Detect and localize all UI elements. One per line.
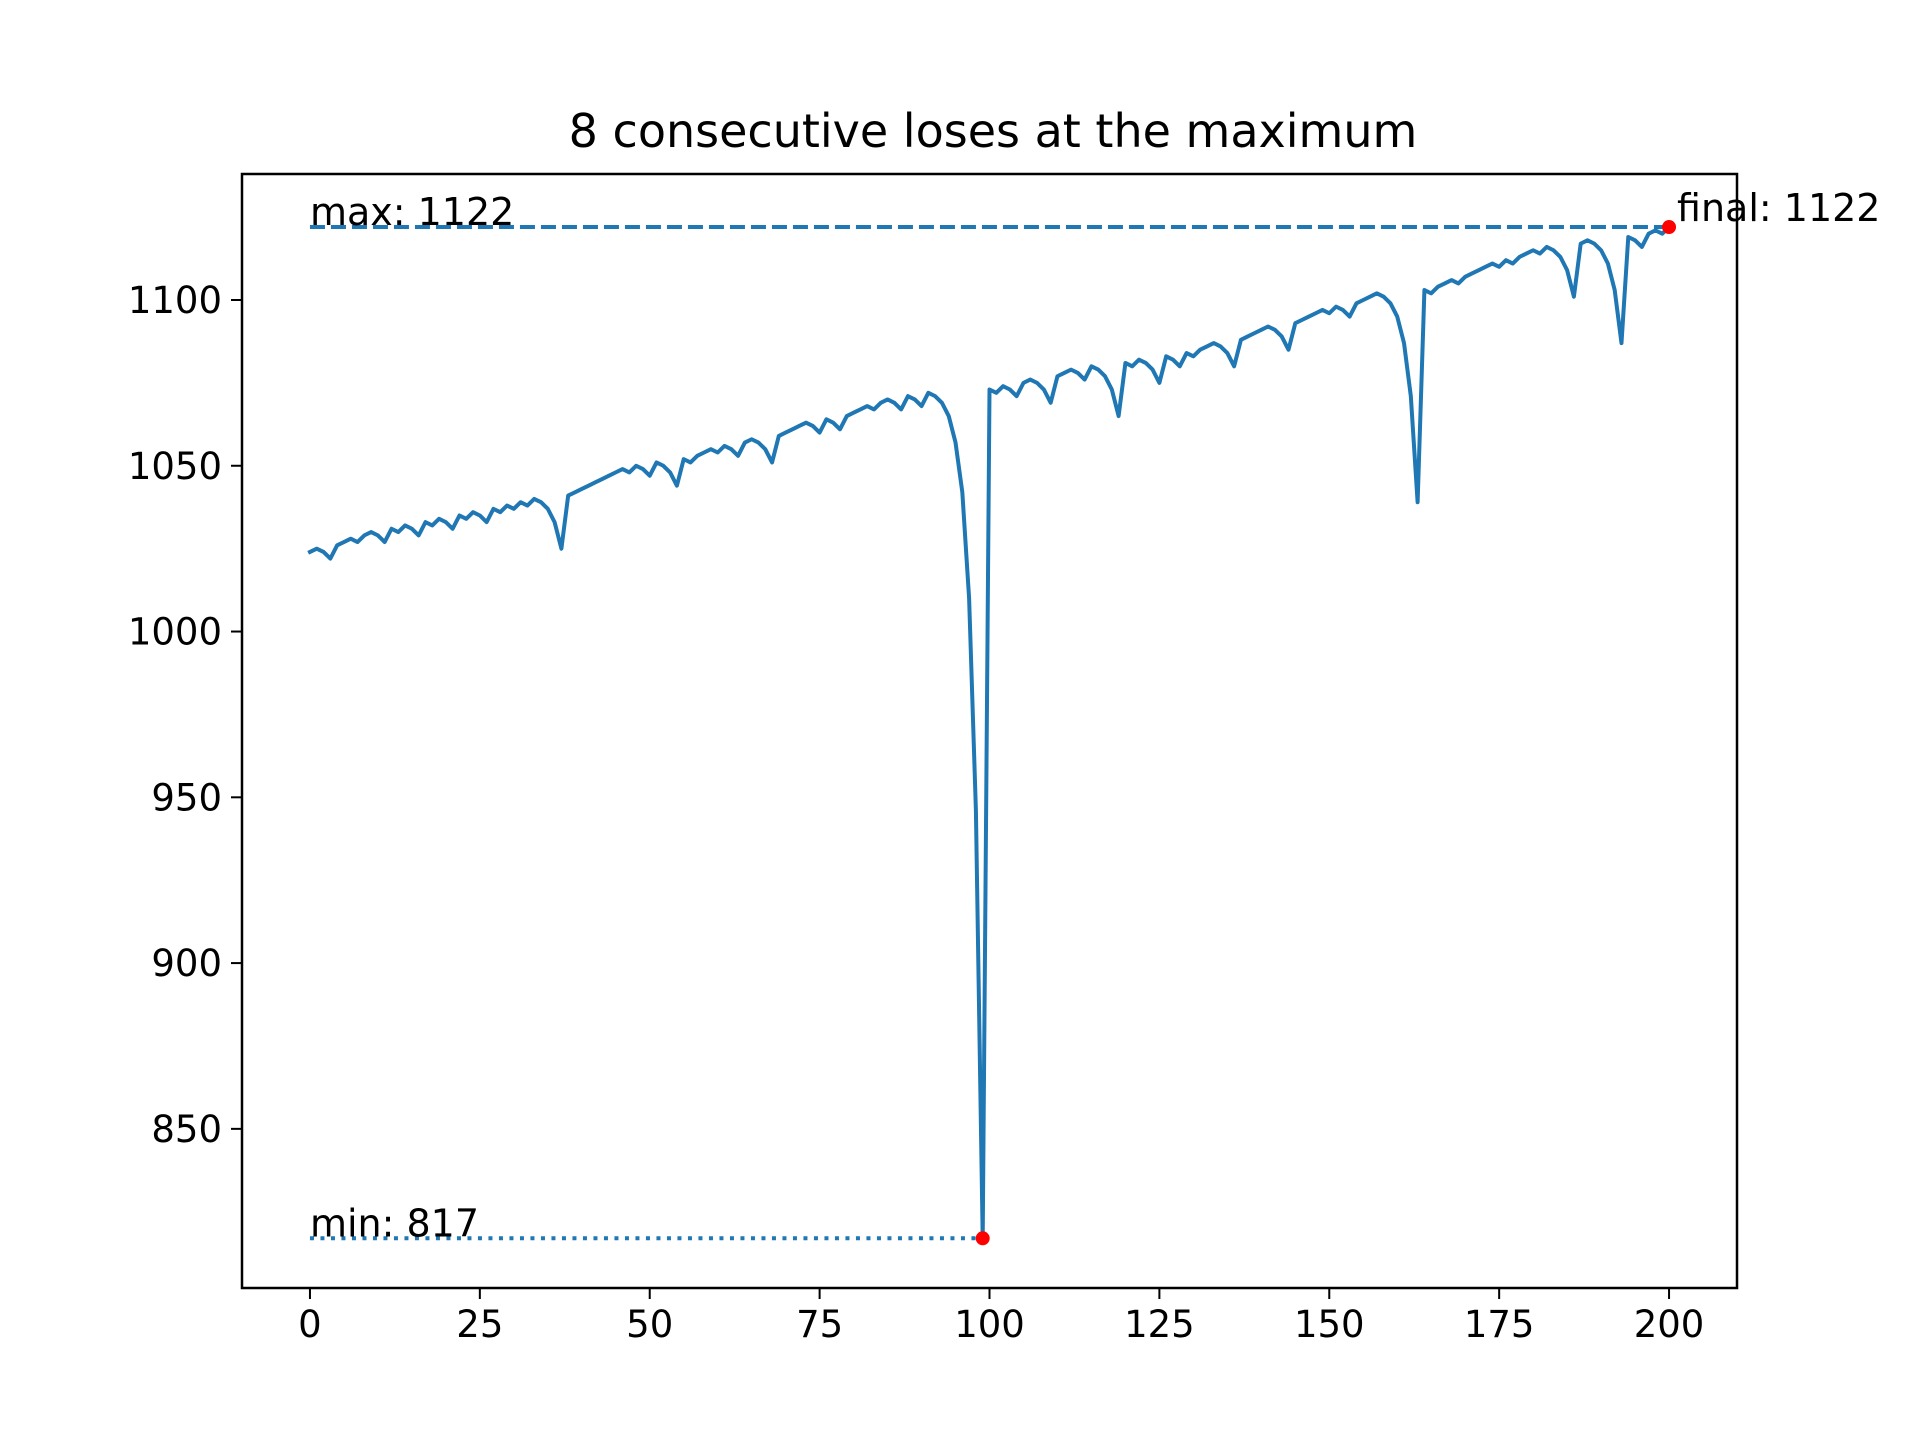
highlight-points [975,220,1677,1246]
min-point-marker [975,1231,990,1246]
x-tick-label-25: 25 [456,1303,503,1346]
x-tick-label-125: 125 [1124,1303,1195,1346]
plot-frame [240,172,1739,1290]
x-tick-label-75: 75 [796,1303,843,1346]
final-point-marker [1662,220,1677,235]
reference-lines [309,225,1670,1241]
y-tick-label-950: 950 [151,776,222,819]
y-tick-label-1100: 1100 [128,279,222,322]
y-tick-label-1000: 1000 [128,611,222,654]
x-tick-label-150: 150 [1294,1303,1365,1346]
y-tick-label-900: 900 [151,942,222,985]
chart-title: 8 consecutive loses at the maximum [569,104,1418,158]
final-label: final: 1122 [1677,186,1880,230]
x-tick-label-175: 175 [1464,1303,1535,1346]
series-line-0 [307,224,1672,1241]
x-tick-label-0: 0 [298,1303,322,1346]
y-tick-label-850: 850 [151,1108,222,1151]
annotations: max: 1122 min: 817 final: 1122 [310,186,1881,1245]
y-tick-label-1050: 1050 [128,445,222,488]
x-tick-label-50: 50 [626,1303,673,1346]
x-tick-label-100: 100 [954,1303,1025,1346]
x-tick-label-200: 200 [1634,1303,1705,1346]
x-axis: 0 25 50 75 100 125 150 175 200 [298,1288,1704,1346]
series-layer [307,224,1672,1241]
min-label: min: 817 [310,1201,479,1245]
max-label: max: 1122 [310,190,514,234]
y-axis: 850 900 950 1000 1050 1100 [128,279,242,1151]
